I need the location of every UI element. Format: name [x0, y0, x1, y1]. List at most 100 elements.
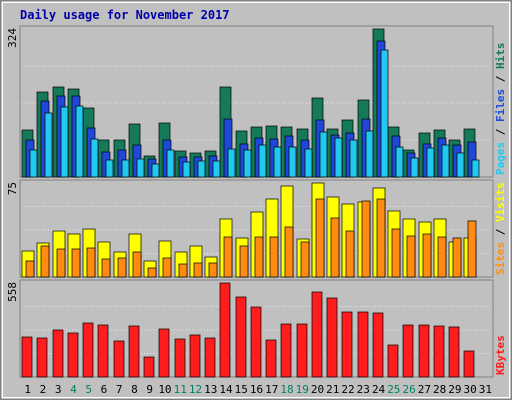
bar-visits-sites-day-14	[223, 236, 233, 278]
bar-kbytes-kbytes-day-20	[311, 291, 323, 378]
bar-hits-pages-day-4	[75, 105, 84, 178]
x-tick-day-11: 11	[174, 383, 187, 396]
bar-visits-sites-day-10	[162, 257, 172, 278]
bar-kbytes-kbytes-day-17	[265, 339, 277, 378]
x-tick-day-31: 31	[479, 383, 492, 396]
x-tick-labels: 1 2 3 4 5 6 7 8 9 10 11 12 13 14 15 16 17 18 19 20 21 22 23 24 2…	[24, 383, 492, 396]
bar-kbytes-kbytes-day-8	[128, 325, 140, 378]
x-tick-day-27: 27	[418, 383, 431, 396]
bar-kbytes-kbytes-day-19	[296, 323, 308, 378]
legend-kbytes: KBytes	[494, 335, 507, 375]
bar-hits-pages-day-21	[334, 137, 343, 178]
bar-hits-pages-day-25	[395, 146, 404, 178]
x-tick-day-29: 29	[448, 383, 461, 396]
bar-visits-sites-day-1	[25, 260, 35, 278]
x-tick-day-23: 23	[357, 383, 370, 396]
x-tick-day-13: 13	[204, 383, 217, 396]
x-tick-day-26: 26	[402, 383, 415, 396]
x-tick-day-4: 4	[70, 383, 77, 396]
bar-visits-sites-day-20	[315, 198, 325, 278]
bar-kbytes-kbytes-day-6	[97, 324, 109, 378]
bar-kbytes-kbytes-day-16	[250, 306, 262, 378]
legend-files: Files	[494, 89, 507, 122]
bar-hits-pages-day-18	[288, 146, 297, 178]
bar-kbytes-kbytes-day-9	[143, 356, 155, 378]
x-tick-day-28: 28	[433, 383, 446, 396]
legend-visits: Visits	[494, 182, 507, 222]
bar-visits-sites-day-21	[330, 217, 340, 278]
bar-kbytes-kbytes-day-29	[448, 326, 460, 378]
bar-kbytes-kbytes-day-15	[235, 296, 247, 378]
legend-separator: /	[494, 122, 507, 142]
bar-visits-sites-day-29	[452, 237, 462, 278]
bar-kbytes-kbytes-day-13	[204, 337, 216, 378]
x-tick-day-2: 2	[40, 383, 47, 396]
bar-hits-pages-day-15	[243, 149, 252, 178]
bar-visits-sites-day-2	[40, 245, 50, 278]
bar-hits-pages-day-16	[258, 144, 267, 178]
x-tick-day-12: 12	[189, 383, 202, 396]
bar-kbytes-kbytes-day-14	[219, 282, 231, 378]
x-tick-day-22: 22	[341, 383, 354, 396]
bar-hits-pages-day-23	[365, 130, 374, 178]
panel-visits-ymax-label: 75	[6, 182, 19, 195]
bar-hits-pages-day-6	[105, 159, 114, 178]
bar-hits-pages-day-24	[380, 49, 389, 178]
bar-kbytes-kbytes-day-11	[174, 338, 186, 378]
bar-hits-pages-day-27	[426, 147, 435, 178]
bar-kbytes-kbytes-day-7	[113, 340, 125, 378]
bar-kbytes-kbytes-day-22	[341, 311, 353, 378]
bar-hits-pages-day-30	[471, 159, 480, 178]
bar-visits-sites-day-5	[86, 247, 96, 278]
bar-visits-sites-day-23	[361, 200, 371, 278]
bar-hits-pages-day-29	[456, 152, 465, 178]
panel-visits: 75 Sites / Visits	[6, 179, 507, 278]
x-tick-day-9: 9	[146, 383, 153, 396]
x-tick-day-21: 21	[326, 383, 339, 396]
x-tick-day-17: 17	[265, 383, 278, 396]
bar-visits-sites-day-22	[345, 230, 355, 278]
bar-visits-sites-day-7	[117, 257, 127, 278]
bar-hits-pages-day-8	[136, 158, 145, 178]
x-tick-day-10: 10	[158, 383, 171, 396]
x-tick-day-6: 6	[101, 383, 108, 396]
x-tick-day-25: 25	[387, 383, 400, 396]
bar-hits-pages-day-5	[90, 138, 99, 178]
bar-visits-sites-day-26	[406, 235, 416, 278]
bar-hits-pages-day-13	[212, 160, 221, 178]
bar-visits-sites-day-25	[391, 228, 401, 278]
x-tick-day-16: 16	[250, 383, 263, 396]
bar-kbytes-kbytes-day-5	[82, 322, 94, 378]
x-tick-day-24: 24	[372, 383, 386, 396]
bar-visits-sites-day-28	[437, 236, 447, 278]
x-tick-day-14: 14	[219, 383, 233, 396]
bar-hits-pages-day-22	[349, 139, 358, 178]
bar-visits-sites-day-30	[467, 220, 477, 278]
bar-visits-sites-day-17	[269, 236, 279, 278]
bar-kbytes-kbytes-day-26	[402, 324, 414, 378]
bar-hits-pages-day-28	[441, 144, 450, 178]
bar-hits-pages-day-11	[182, 161, 191, 178]
bar-kbytes-kbytes-day-27	[418, 324, 430, 378]
x-tick-day-7: 7	[116, 383, 123, 396]
bar-kbytes-kbytes-day-25	[387, 344, 399, 378]
bar-kbytes-kbytes-day-3	[52, 329, 64, 378]
legend-hits: Hits	[494, 43, 507, 70]
bar-hits-pages-day-12	[197, 160, 206, 178]
x-tick-day-18: 18	[280, 383, 293, 396]
bar-kbytes-kbytes-day-1	[21, 336, 33, 378]
chart-title: Daily usage for November 2017	[20, 8, 230, 22]
bar-visits-sites-day-11	[178, 263, 188, 278]
bar-visits-sites-day-24	[376, 198, 386, 278]
x-tick-day-8: 8	[131, 383, 138, 396]
bar-visits-sites-day-27	[422, 233, 432, 278]
bar-hits-pages-day-17	[273, 146, 282, 178]
bar-hits-pages-day-2	[44, 112, 53, 178]
bar-hits-pages-day-1	[29, 149, 38, 178]
bar-kbytes-kbytes-day-30	[463, 350, 475, 378]
bar-visits-sites-day-13	[208, 262, 218, 278]
bar-hits-pages-day-14	[227, 148, 236, 178]
bar-kbytes-kbytes-day-10	[158, 328, 170, 378]
panel-hits-ymax-label: 324	[6, 28, 19, 48]
